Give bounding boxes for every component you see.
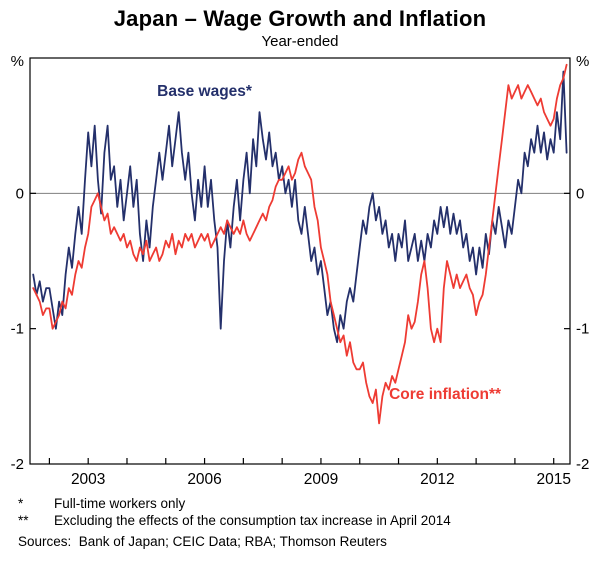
y-tick-label-left-2: -1: [11, 321, 24, 338]
footnote-row: * Full-time workers only: [18, 496, 600, 511]
y-tick-label-left-0: %: [11, 53, 24, 70]
x-tick-label-3: 2012: [420, 471, 454, 488]
base-wages-line: [32, 70, 568, 344]
sources-line: Sources: Bank of Japan; CEIC Data; RBA; …: [18, 534, 387, 549]
footnote-marker: *: [18, 496, 24, 511]
plot-frame: [29, 57, 571, 465]
footnote-marker: **: [18, 513, 29, 528]
core-inflation-label: Core inflation**: [389, 386, 502, 403]
core-inflation-line: [32, 63, 568, 425]
chart-title: Japan – Wage Growth and Inflation: [113, 6, 487, 31]
x-tick-label-1: 2006: [187, 471, 221, 488]
x-tick-label-2: 2009: [304, 471, 338, 488]
y-tick-label-left-1: 0: [16, 185, 24, 202]
base-wages-label: Base wages*: [157, 83, 253, 100]
y-tick-label-right-1: 0: [576, 185, 584, 202]
y-tick-label-right-3: -2: [576, 456, 589, 473]
x-tick-label-0: 2003: [71, 471, 105, 488]
line-chart: % % 0 0 -1 -1 -2 -2 2003 2006 2009 2012 2015 Base wag…: [11, 53, 590, 488]
y-tick-label-right-0: %: [576, 53, 589, 70]
footnote-text: Full-time workers only: [54, 496, 186, 511]
y-tick-label-left-3: -2: [11, 456, 24, 473]
y-tick-label-right-2: -1: [576, 321, 589, 338]
footnotes: * Full-time workers only ** Excluding th…: [18, 496, 600, 528]
footnote-text: Excluding the effects of the consumption…: [54, 513, 451, 528]
chart-subtitle: Year-ended: [261, 33, 339, 50]
x-tick-label-4: 2015: [536, 471, 570, 488]
footnote-row: ** Excluding the effects of the consumpt…: [18, 513, 600, 528]
